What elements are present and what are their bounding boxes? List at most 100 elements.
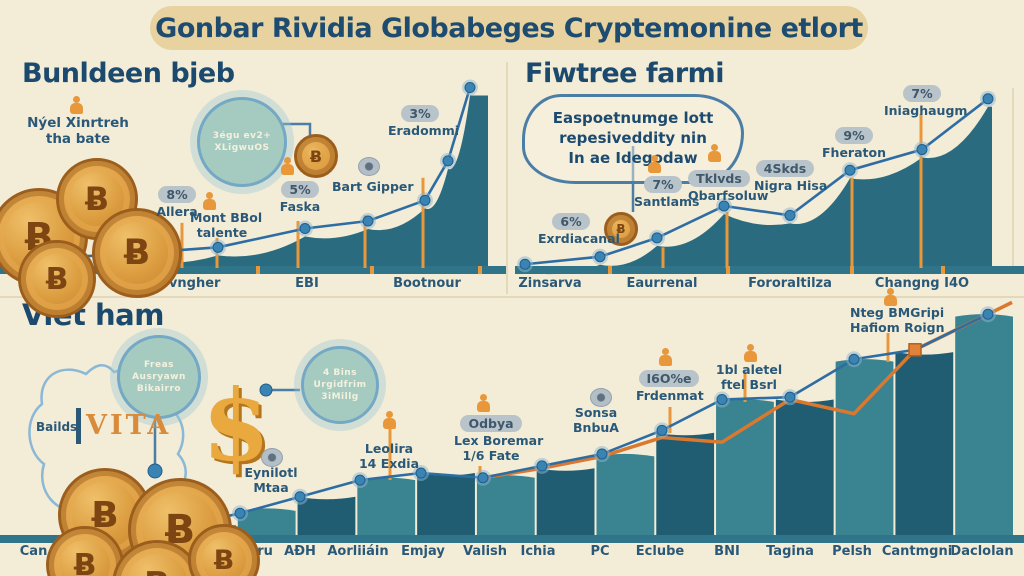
axis-label: Pelsh: [832, 544, 872, 559]
chart-label-eradommi: 3% Eradommi: [388, 103, 459, 139]
bubble-text: Easpoetnumge lott: [552, 109, 714, 128]
percent-badge: 8%: [158, 186, 196, 203]
circle-text: Urgidfrim: [313, 379, 367, 390]
dollar-sign: $: [202, 369, 271, 484]
label-text: 1/6 Fate: [462, 447, 520, 463]
section-heading-top-left: Bunldeen bjeb: [22, 58, 235, 89]
bitcoin-coin: Ƀ: [46, 526, 124, 576]
chart-label-bart: Bart Gipper: [332, 179, 414, 195]
person-icon: [477, 394, 490, 412]
axis-label: Zinsarva: [518, 276, 582, 291]
chart-label-nteg: Nteg BMGripi Hafiom Roign: [850, 305, 945, 336]
circle-text: 4 Bins: [322, 367, 358, 378]
axis-label: Changng I4O: [874, 276, 970, 291]
axis-label: Emjay: [401, 544, 445, 559]
coin-symbol: Ƀ: [45, 261, 69, 297]
word-badge: Tklvds: [688, 170, 750, 187]
axis-label: Bootnour: [393, 276, 461, 291]
speech-bubble: Easpoetnumge lott repesiveddity nin In a…: [522, 94, 744, 184]
person-icon: [884, 288, 897, 306]
map-vita-label: VITA: [86, 410, 172, 441]
chart-label-mont: Mont BBol talente: [190, 210, 262, 241]
word-badge: I6O%e: [638, 370, 700, 387]
section-divider-horizontal: [0, 296, 1024, 298]
axis-label: EBI: [295, 276, 319, 291]
axis-label: Fororaltilza: [748, 276, 832, 291]
bitcoin-coin: Ƀ: [188, 524, 260, 576]
label-text: Santlams: [634, 194, 700, 209]
teal-circle-badge: 4 Bins Urgidfrim 3iMillg: [301, 346, 379, 424]
chart-label-nigra-hisa: 4Skds Nigra Hisa: [754, 158, 828, 194]
emblem-icon: [261, 448, 283, 467]
chart-label-obarfsoluw: Tklvds Obarfsoluw: [688, 168, 769, 204]
circle-text: XLigwuOS: [214, 143, 270, 153]
bubble-text: repesiveddity nin: [559, 129, 707, 148]
person-icon: [708, 144, 721, 162]
axis-label: Aorliiáin: [327, 544, 389, 559]
percent-badge: 7%: [644, 176, 682, 193]
coin-symbol: Ƀ: [73, 547, 97, 576]
circle-text: Ausryawn: [132, 371, 186, 382]
label-text: Leolira: [364, 441, 414, 456]
label-text: Frdenmat: [636, 388, 704, 403]
person-icon: [281, 157, 294, 175]
word-badge: Odbya: [460, 415, 522, 432]
label-text: Iniaghaugm: [884, 103, 968, 118]
person-icon: [70, 96, 83, 114]
coin-symbol: Ƀ: [213, 544, 235, 576]
person-icon: [659, 348, 672, 366]
bitcoin-coin-small: Ƀ: [294, 134, 338, 178]
label-text: Sonsa: [574, 405, 618, 420]
chart-label-fheraton: 9% Fheraton: [822, 125, 886, 161]
person-icon: [203, 192, 216, 210]
note-top-left: Nýel Xinrtreh tha bate: [18, 115, 138, 148]
axis-label: Cantmgni: [881, 544, 953, 559]
chart-label-iniaghaugm: 7% Iniaghaugm: [884, 83, 968, 119]
label-text: Nigra Hisa: [754, 178, 828, 193]
axis-label: AĐH: [284, 544, 316, 559]
bitcoin-coin-small: Ƀ: [604, 212, 638, 246]
axis-label: Eaurrenal: [626, 276, 698, 291]
label-text: Bart Gipper: [332, 179, 414, 194]
label-text: ftel Bsrl: [721, 376, 777, 392]
chart-label-eynilotl: Eynilotl Mtaa: [238, 465, 304, 496]
circle-text: 3égu ev2+: [212, 130, 272, 141]
chart-label-faska: 5% Faska: [272, 179, 328, 215]
label-text: Obarfsoluw: [688, 188, 769, 203]
label-text: BnbuA: [573, 419, 619, 435]
label-text: Allera: [156, 204, 198, 219]
circle-text: Freas: [143, 359, 175, 370]
percent-badge: 6%: [552, 213, 590, 230]
teal-circle-badge: 3égu ev2+ XLigwuOS: [197, 97, 287, 187]
label-text: Hafiom Roign: [850, 319, 945, 335]
axis-label: Daclolan: [950, 544, 1014, 559]
emblem-icon: [590, 388, 612, 407]
chart-label-sonsa: Sonsa BnbuA: [568, 405, 624, 436]
axis-label: BNI: [714, 544, 740, 559]
label-text: 14 Exdia: [358, 455, 420, 471]
map-bar: [76, 408, 81, 444]
page-title: Gonbar Rividia Globabeges Cryptemonine e…: [155, 12, 863, 44]
map-label: Bailds: [36, 420, 78, 434]
note-line: Nýel Xinrtreh: [27, 115, 129, 131]
percent-badge: 9%: [835, 127, 873, 144]
coin-symbol: Ƀ: [84, 180, 110, 218]
coin-symbol: Ƀ: [144, 565, 170, 576]
chart-label-leolira: Leolira 14 Exdia: [358, 441, 420, 472]
person-icon: [383, 411, 396, 429]
label-text: Nteg BMGripi: [850, 305, 945, 320]
label-text: Mtaa: [253, 479, 289, 495]
circle-text: 3iMillg: [321, 392, 359, 403]
label-text: Exrdiacanal: [538, 231, 620, 246]
bitcoin-coin: Ƀ: [18, 240, 96, 318]
chart-label-odbya: Odbya Lex Boremar 1/6 Fate: [454, 413, 543, 464]
axis-label: PC: [590, 544, 610, 559]
coin-symbol: Ƀ: [309, 146, 323, 166]
coin-symbol: Ƀ: [123, 233, 151, 273]
chart-right-border: [1012, 88, 1014, 266]
percent-badge: 7%: [903, 85, 941, 102]
label-text: Faska: [279, 199, 321, 214]
chart-label-exrdiacanal: 6% Exrdiacanal: [538, 211, 620, 247]
